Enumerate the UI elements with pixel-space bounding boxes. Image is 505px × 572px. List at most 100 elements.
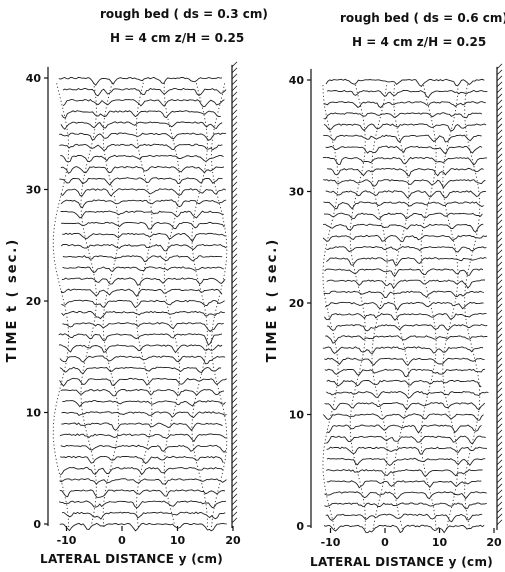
wall-hatch bbox=[496, 255, 503, 262]
wall-hatch bbox=[231, 109, 238, 116]
wall-hatch bbox=[496, 303, 503, 310]
wall-hatch bbox=[231, 229, 238, 236]
wall-hatch bbox=[231, 325, 238, 332]
wall-hatch bbox=[231, 397, 238, 404]
wall-hatch bbox=[496, 225, 503, 232]
wall-hatch bbox=[496, 447, 503, 454]
wall-hatch bbox=[231, 511, 238, 518]
panel-left-title-line2: H = 4 cm z/H = 0.25 bbox=[110, 31, 244, 45]
wall-hatch bbox=[231, 163, 238, 170]
time-trace bbox=[62, 266, 224, 274]
wall-hatch bbox=[231, 175, 238, 182]
y-tick-label: 40 bbox=[289, 74, 305, 87]
wall-hatch bbox=[496, 471, 503, 478]
wall-hatch bbox=[496, 327, 503, 334]
wall-hatch bbox=[231, 259, 238, 266]
wall-hatch bbox=[231, 415, 238, 422]
wall-hatch bbox=[496, 309, 503, 316]
wall-hatch bbox=[496, 183, 503, 190]
wall-hatch bbox=[231, 331, 238, 338]
time-trace bbox=[326, 480, 482, 489]
time-trace bbox=[326, 468, 483, 478]
wall-hatch bbox=[496, 153, 503, 160]
time-trace bbox=[62, 511, 226, 520]
time-trace bbox=[61, 110, 221, 119]
panel-left: rough bed ( ds = 0.3 cm) H = 4 cm z/H = … bbox=[5, 7, 268, 566]
time-trace bbox=[60, 154, 224, 163]
time-trace bbox=[327, 324, 488, 332]
time-trace bbox=[323, 524, 485, 534]
wall-hatch bbox=[231, 313, 238, 320]
time-trace bbox=[59, 132, 227, 141]
y-tick-label: 10 bbox=[26, 407, 42, 420]
wall-hatch bbox=[496, 507, 503, 514]
time-trace bbox=[58, 344, 223, 354]
panel-right-ticks: 0 10 20 30 40 -10 0 10 20 bbox=[289, 74, 502, 549]
ridge-track bbox=[163, 80, 181, 528]
wall-hatch bbox=[496, 519, 503, 526]
time-trace bbox=[59, 377, 227, 387]
wall-hatch bbox=[231, 385, 238, 392]
wall-hatch bbox=[496, 237, 503, 244]
wall-hatch bbox=[231, 91, 238, 98]
wall-hatch bbox=[496, 195, 503, 202]
ridge-track bbox=[52, 80, 70, 528]
wall-hatch bbox=[496, 477, 503, 484]
ridge-track bbox=[210, 80, 228, 528]
wall-hatch bbox=[231, 145, 238, 152]
wall-hatch bbox=[496, 93, 503, 100]
wall-hatch bbox=[496, 75, 503, 82]
wall-hatch bbox=[496, 495, 503, 502]
panel-left-axes bbox=[47, 61, 238, 528]
time-trace bbox=[59, 466, 224, 476]
wall-hatch bbox=[231, 307, 238, 314]
wall-hatch bbox=[231, 115, 238, 122]
y-tick-label: 30 bbox=[26, 184, 42, 197]
panel-left-ticks: 0 10 20 30 40 -10 0 10 20 bbox=[26, 72, 241, 547]
time-trace bbox=[59, 143, 223, 152]
wall-hatch bbox=[231, 253, 238, 260]
wall-hatch bbox=[231, 445, 238, 452]
y-tick-label: 20 bbox=[26, 295, 42, 308]
time-trace bbox=[324, 301, 484, 311]
x-tick-label: 0 bbox=[118, 534, 126, 547]
wall-hatch bbox=[231, 289, 238, 296]
wall-hatch bbox=[496, 267, 503, 274]
panel-right-x-axis-label: LATERAL DISTANCE y (cm) bbox=[310, 555, 493, 569]
wall-hatch bbox=[496, 357, 503, 364]
time-trace bbox=[323, 179, 486, 189]
wall-hatch bbox=[496, 345, 503, 352]
wall-hatch bbox=[231, 457, 238, 464]
wall-hatch bbox=[231, 409, 238, 416]
y-tick-label: 0 bbox=[296, 520, 304, 533]
wall-hatch bbox=[496, 63, 503, 70]
time-trace bbox=[62, 255, 223, 263]
x-tick-label: 0 bbox=[381, 536, 389, 549]
panel-right-traces bbox=[322, 78, 489, 534]
wall-hatch bbox=[496, 513, 503, 520]
time-trace bbox=[58, 500, 227, 509]
wall-hatch bbox=[496, 297, 503, 304]
wall-hatch bbox=[496, 219, 503, 226]
time-trace bbox=[61, 277, 226, 286]
time-trace bbox=[325, 513, 483, 523]
y-tick-label: 0 bbox=[33, 518, 41, 531]
wall-hatch bbox=[231, 469, 238, 476]
time-trace bbox=[59, 522, 227, 532]
wall-hatch bbox=[231, 355, 238, 362]
time-trace bbox=[323, 123, 487, 132]
ridge-track bbox=[371, 82, 388, 530]
panel-right: rough bed ( ds = 0.6 cm) H = 4 cm z/H = … bbox=[265, 11, 505, 569]
time-trace bbox=[322, 413, 484, 421]
time-trace bbox=[324, 368, 486, 378]
wall-hatch bbox=[496, 99, 503, 106]
wall-hatch bbox=[231, 235, 238, 242]
wall-hatch bbox=[496, 369, 503, 376]
wall-hatch bbox=[231, 463, 238, 470]
wall-hatch bbox=[496, 285, 503, 292]
time-trace bbox=[62, 87, 227, 97]
time-trace bbox=[60, 388, 224, 397]
wall-hatch bbox=[231, 121, 238, 128]
time-trace bbox=[326, 257, 487, 266]
wall-hatch bbox=[231, 499, 238, 506]
